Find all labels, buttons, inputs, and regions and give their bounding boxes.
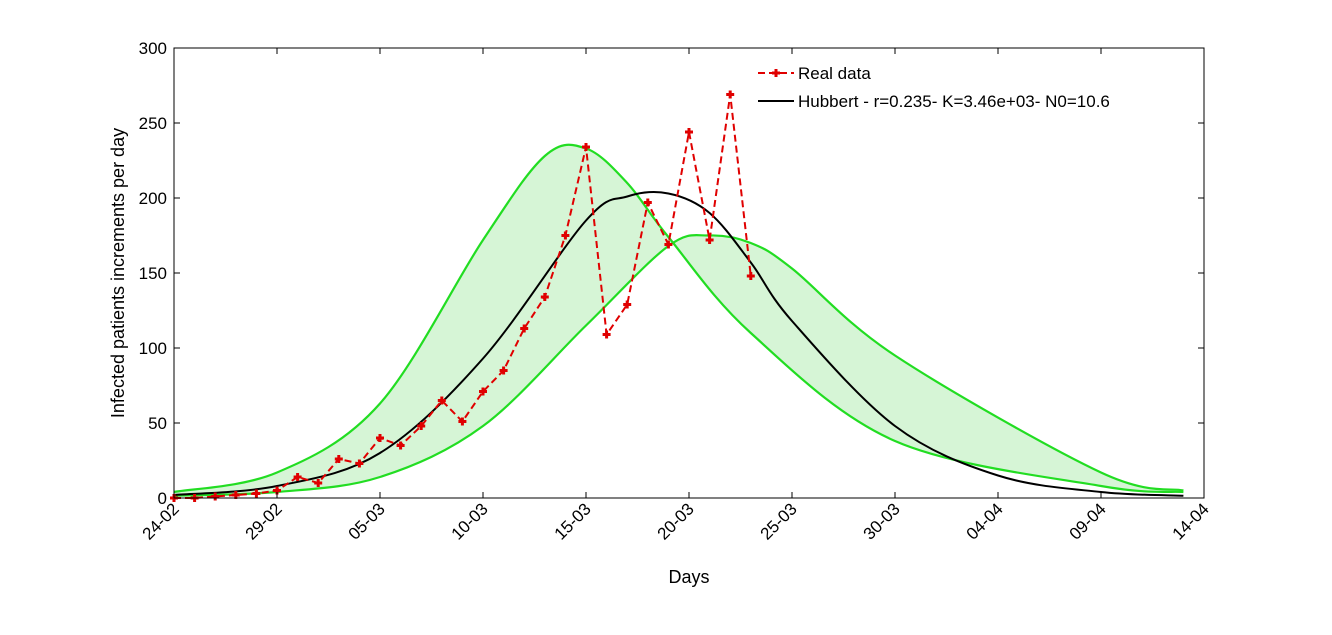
legend-real-data-marker: [772, 69, 780, 77]
real-data-point: [437, 396, 446, 405]
x-tick-label: 25-03: [757, 499, 801, 543]
real-data-point: [355, 459, 364, 468]
real-data-point: [479, 387, 487, 396]
x-tick-label: 20-03: [654, 499, 698, 543]
y-tick-label: 0: [158, 489, 167, 508]
real-data-point: [458, 417, 467, 426]
real-data-point: [643, 198, 652, 207]
real-data-point: [252, 489, 261, 498]
real-data-point: [746, 272, 755, 280]
real-data-point: [685, 128, 693, 136]
real-data-point: [705, 236, 714, 244]
real-data-point: [417, 422, 426, 430]
x-axis-title: Days: [668, 567, 709, 587]
x-tick-label: 09-04: [1066, 499, 1110, 543]
y-axis-title: Infected patients increments per day: [108, 128, 128, 418]
x-tick-label: 14-04: [1169, 499, 1213, 543]
hubbert-fit-line: [173, 191, 1184, 497]
lower-bound-line: [173, 233, 1184, 497]
series-layer: [170, 90, 1184, 502]
real-data-point: [726, 90, 735, 99]
x-tick-label: 04-04: [963, 499, 1007, 543]
y-tick-label: 150: [139, 264, 167, 283]
y-tick-label: 200: [139, 189, 167, 208]
legend: Real data Hubbert - r=0.235- K=3.46e+03-…: [758, 64, 1110, 111]
real-data-point: [396, 441, 405, 450]
legend-hubbert-label: Hubbert - r=0.235- K=3.46e+03- N0=10.6: [798, 92, 1110, 111]
y-tick-label: 100: [139, 339, 167, 358]
real-data-point: [499, 366, 508, 375]
real-data-point: [293, 473, 302, 481]
x-tick-label: 30-03: [860, 499, 904, 543]
y-tick-label: 300: [139, 39, 167, 58]
x-tick-label: 29-02: [242, 499, 286, 543]
y-tick-label: 50: [148, 414, 167, 433]
real-data-point: [561, 231, 570, 240]
real-data-point: [520, 324, 529, 333]
x-tick-label: 10-03: [448, 499, 492, 543]
legend-real-data-label: Real data: [798, 64, 871, 83]
real-data-point: [582, 143, 590, 151]
real-data-point: [540, 293, 549, 301]
real-data-point: [314, 479, 323, 487]
real-data-point: [334, 455, 343, 463]
confidence-band: [174, 144, 1184, 496]
real-data-point: [602, 330, 611, 339]
x-tick-label: 05-03: [345, 499, 389, 543]
plot-area: [174, 48, 1204, 498]
y-tick-label: 250: [139, 114, 167, 133]
real-data-point: [623, 300, 632, 309]
y-axis: 0 50 100 150 200 250 300: [139, 39, 1204, 508]
real-data-point: [664, 240, 673, 249]
upper-bound-line: [173, 143, 1184, 494]
real-data-point: [376, 434, 384, 442]
x-tick-label: 15-03: [551, 499, 595, 543]
real-data-point: [211, 492, 220, 501]
